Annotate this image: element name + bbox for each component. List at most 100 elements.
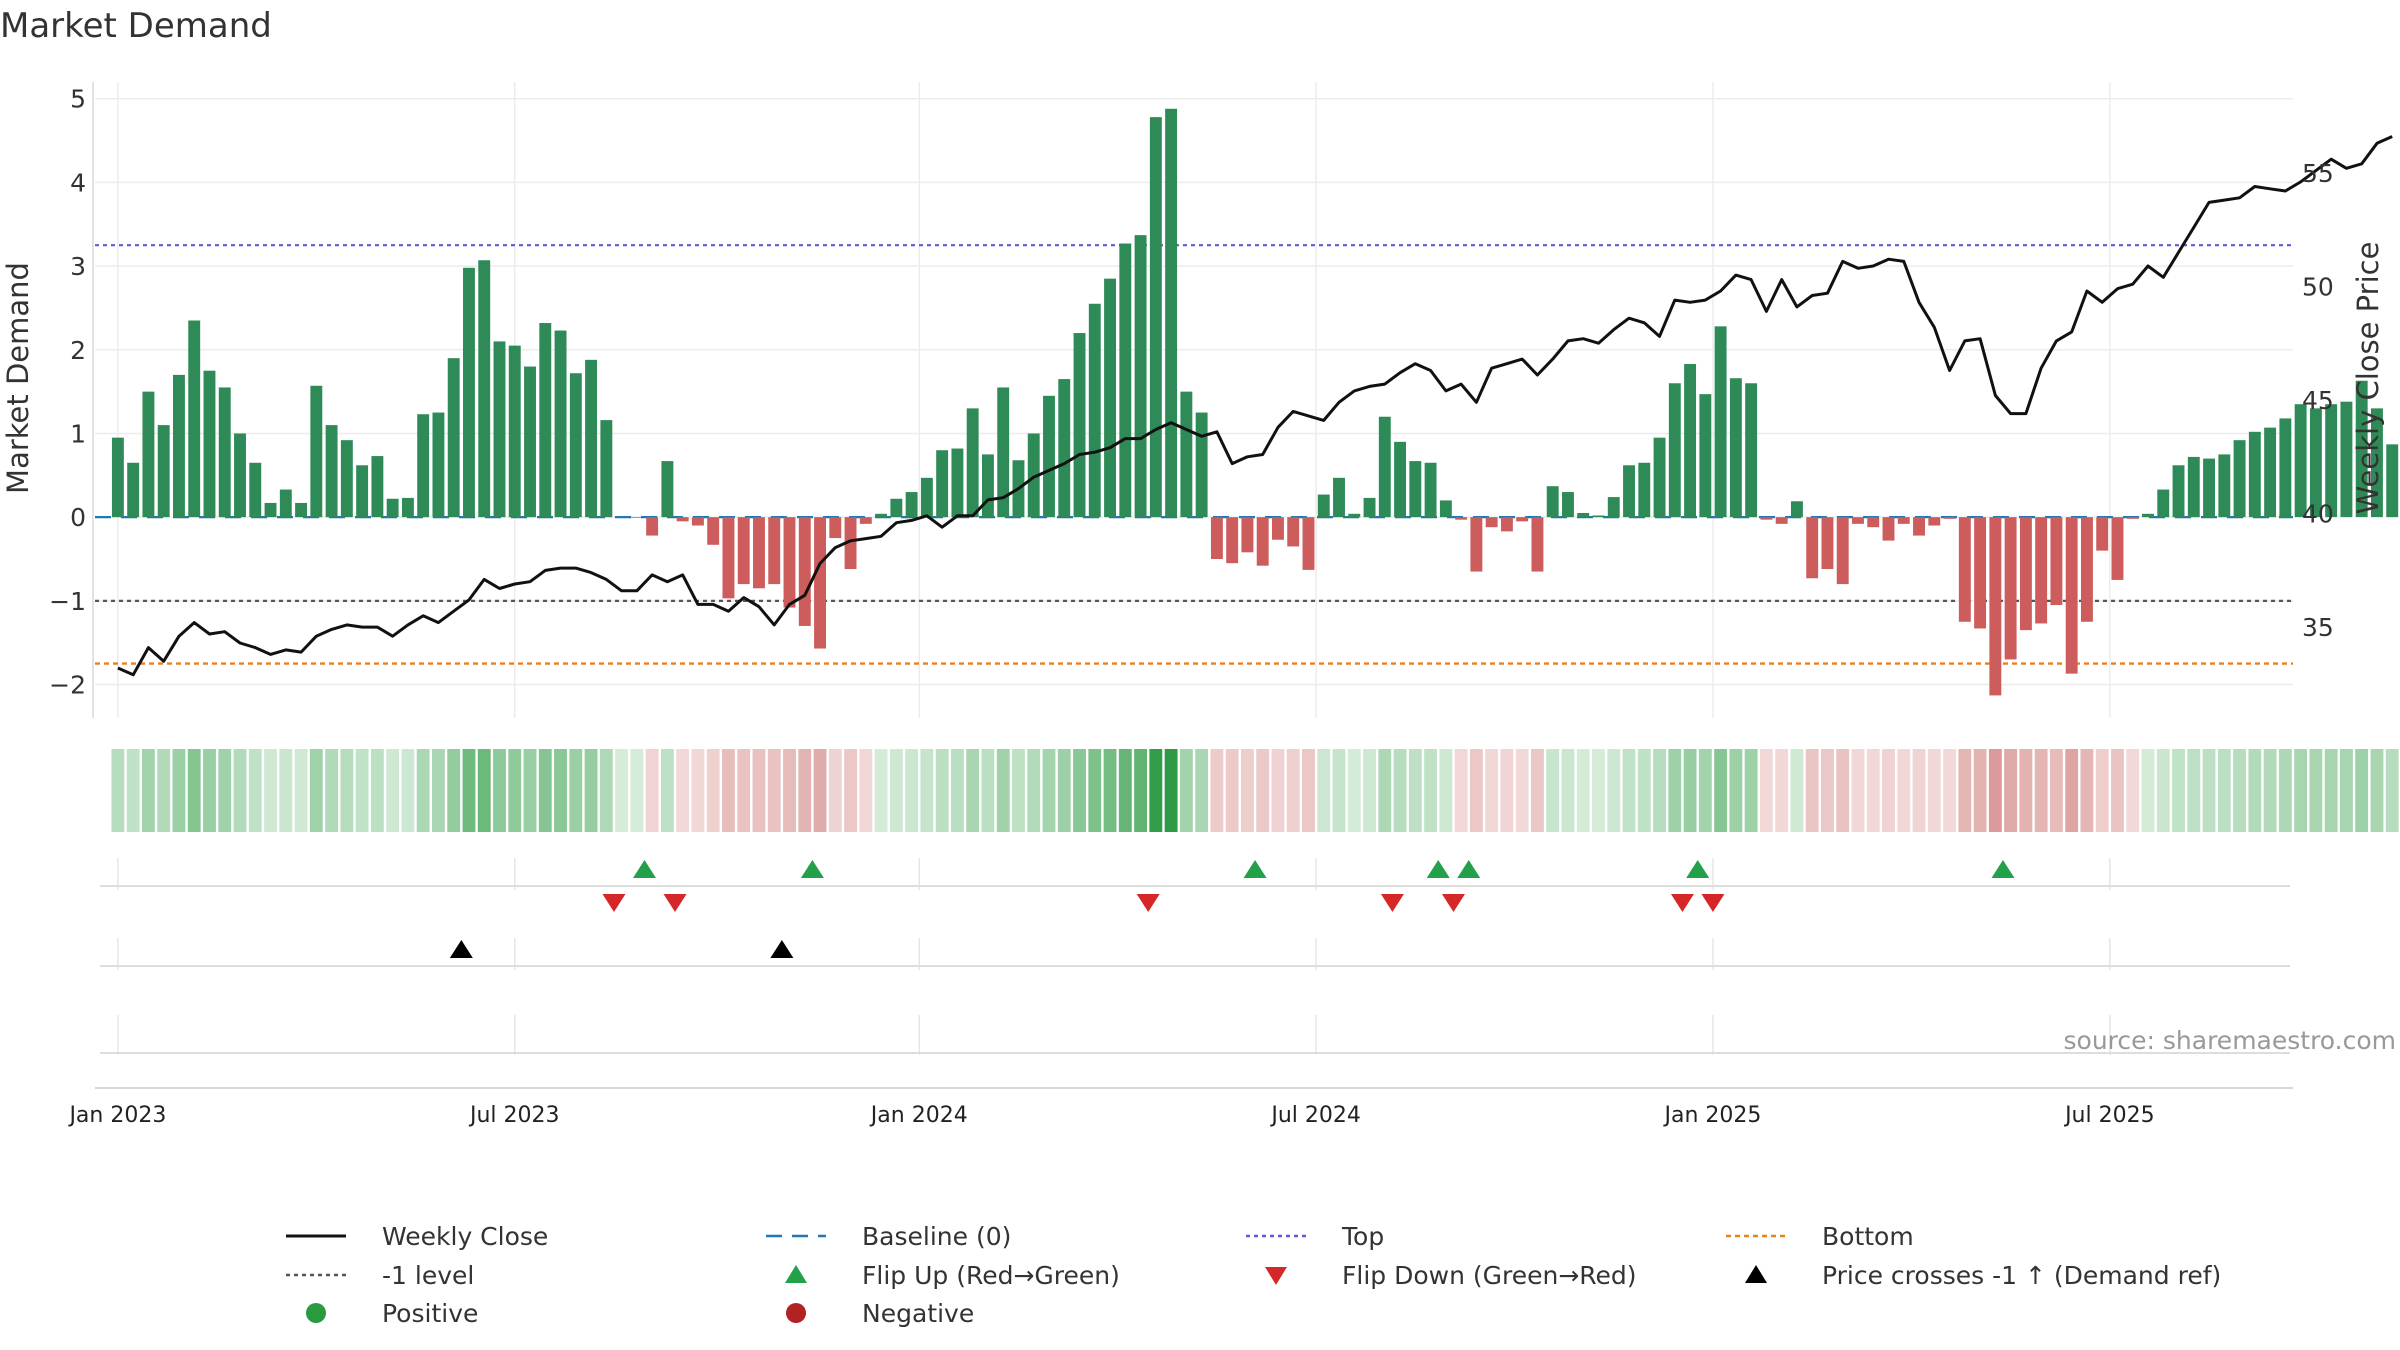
strip-cell xyxy=(203,749,216,832)
strip-cell xyxy=(584,749,598,832)
strip-cell xyxy=(1393,749,1407,832)
strip-cell xyxy=(1302,749,1315,832)
strip-cell xyxy=(1027,749,1041,832)
negative-bar xyxy=(798,517,811,626)
strip-cell xyxy=(1897,749,1911,832)
positive-bar xyxy=(432,412,445,518)
strip-cell xyxy=(2187,749,2201,832)
legend-label: -1 level xyxy=(382,1261,474,1290)
strip-cell xyxy=(1073,749,1086,832)
strip-cell xyxy=(1836,749,1850,832)
y-tick-label-right: 50 xyxy=(2302,272,2334,301)
strip-cell xyxy=(355,749,369,832)
x-tick-label: Jul 2025 xyxy=(2063,1103,2155,1128)
strip-cell xyxy=(554,749,567,832)
negative-bar xyxy=(1913,517,1925,536)
positive-bar xyxy=(630,517,643,518)
price-cross-marker xyxy=(770,940,794,958)
strip-cell xyxy=(1866,749,1880,832)
strip-cell xyxy=(279,749,293,832)
positive-bar xyxy=(615,517,628,518)
legend-swatch xyxy=(306,1303,326,1323)
positive-bar xyxy=(1790,501,1803,518)
legend-item-bottom: Bottom xyxy=(1726,1222,1914,1251)
strip-cell xyxy=(660,749,674,832)
positive-bar xyxy=(1104,278,1117,518)
strip-cell xyxy=(416,749,430,832)
strip-cell xyxy=(1515,749,1529,832)
strip-cell xyxy=(1424,749,1438,832)
demand-bars xyxy=(111,108,2399,696)
strip-cell xyxy=(981,749,995,832)
flip-up-marker xyxy=(1686,860,1710,878)
positive-bar xyxy=(890,498,903,518)
strip-cell xyxy=(950,749,964,832)
negative-bar xyxy=(737,517,750,585)
x-tick-label: Jan 2024 xyxy=(869,1103,968,1128)
negative-bar xyxy=(1958,517,1971,622)
positive-bar xyxy=(249,462,262,518)
flip-up-marker xyxy=(633,860,656,878)
positive-bar xyxy=(1378,416,1391,518)
negative-bar xyxy=(2050,517,2063,606)
strip-cell xyxy=(2294,749,2308,832)
flip-up-marker xyxy=(1426,860,1450,878)
strip-cell xyxy=(1851,749,1865,832)
negative-bar xyxy=(1775,517,1788,524)
positive-bar xyxy=(2309,408,2322,518)
negative-bar xyxy=(1302,517,1315,570)
strip-cell xyxy=(1821,749,1834,832)
negative-bar xyxy=(2080,517,2093,622)
y-tick-label-right: 45 xyxy=(2302,386,2334,415)
positive-bar xyxy=(2142,513,2154,518)
strip-cell xyxy=(2248,749,2262,832)
strip-cell xyxy=(2111,749,2124,832)
strip-cell xyxy=(889,749,903,832)
positive-bar xyxy=(157,425,170,518)
strip-cell xyxy=(996,749,1010,832)
strip-cell xyxy=(1286,749,1300,832)
source-note: source: sharemaestro.com xyxy=(2064,1026,2397,1055)
strip-cell xyxy=(2034,749,2048,832)
positive-bar xyxy=(1699,394,1712,518)
positive-bar xyxy=(2370,408,2383,518)
flip-down-marker xyxy=(663,894,687,912)
strip-cell xyxy=(2080,749,2094,832)
strip-cell xyxy=(2156,749,2170,832)
x-tick-label: Jan 2025 xyxy=(1663,1103,1762,1128)
strip-cell xyxy=(126,749,140,832)
y-tick-label-right: 55 xyxy=(2302,159,2334,188)
strip-cell xyxy=(1943,749,1956,832)
strip-cell xyxy=(1973,749,1987,832)
reference-levels xyxy=(95,244,2293,665)
strip-cell xyxy=(691,749,705,832)
strip-cell xyxy=(783,749,796,832)
strip-cell xyxy=(218,749,232,832)
positive-bar xyxy=(1562,492,1574,518)
strip-cell xyxy=(1195,749,1209,832)
legend-label: Flip Up (Red→Green) xyxy=(862,1261,1120,1290)
legend-item-price-cross: Price crosses -1 ↑ (Demand ref) xyxy=(1745,1261,2221,1290)
positive-bar xyxy=(1638,462,1651,518)
positive-bar xyxy=(2172,465,2185,518)
positive-bar xyxy=(1317,494,1330,518)
negative-bar xyxy=(1897,517,1910,524)
strip-cell xyxy=(1240,749,1254,832)
negative-bar xyxy=(2111,517,2124,580)
x-tick-label: Jul 2023 xyxy=(468,1103,560,1128)
positive-bar xyxy=(936,450,949,518)
positive-bar xyxy=(417,414,430,518)
strip-cell xyxy=(370,749,384,832)
legend-item-weekly-close: Weekly Close xyxy=(286,1222,548,1251)
negative-bar xyxy=(1455,517,1468,520)
demand-heat-strip xyxy=(111,749,2399,832)
strip-cell xyxy=(1454,749,1468,832)
positive-bar xyxy=(1439,500,1452,518)
legend-item-flip-up: Flip Up (Red→Green) xyxy=(785,1261,1120,1290)
strip-cell xyxy=(2202,749,2216,832)
positive-bar xyxy=(1607,497,1620,518)
y-tick-label-right: 40 xyxy=(2302,500,2334,529)
legend-label: Price crosses -1 ↑ (Demand ref) xyxy=(1822,1261,2221,1290)
strip-cell xyxy=(1256,749,1270,832)
strip-cell xyxy=(599,749,613,832)
